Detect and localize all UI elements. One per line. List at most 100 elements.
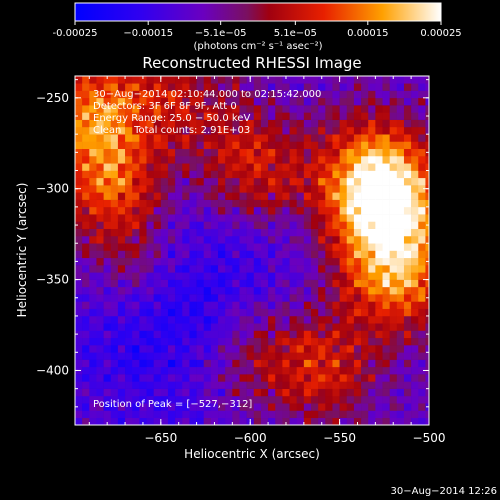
heatmap-cell bbox=[375, 76, 383, 84]
heatmap-cell bbox=[268, 119, 276, 128]
heatmap-cell bbox=[253, 148, 262, 157]
heatmap-cell bbox=[311, 337, 319, 346]
heatmap-cell bbox=[375, 286, 383, 295]
heatmap-cell bbox=[318, 76, 326, 84]
heatmap-cell bbox=[303, 381, 312, 389]
heatmap-cell bbox=[339, 206, 348, 215]
heatmap-cell bbox=[425, 126, 429, 135]
heatmap-cell bbox=[253, 403, 262, 411]
heatmap-cell bbox=[82, 272, 90, 280]
heatmap-cell bbox=[253, 294, 262, 302]
heatmap-cell bbox=[382, 286, 390, 295]
heatmap-cell bbox=[96, 126, 104, 135]
heatmap-cell bbox=[325, 177, 333, 186]
heatmap-cell bbox=[289, 337, 297, 346]
heatmap-cell bbox=[210, 228, 219, 237]
heatmap-cell bbox=[125, 417, 133, 425]
heatmap-cell bbox=[282, 410, 290, 419]
heatmap-cell bbox=[239, 250, 247, 259]
heatmap-cell bbox=[268, 315, 276, 324]
heatmap-cell bbox=[232, 301, 240, 309]
heatmap-cell bbox=[225, 330, 233, 339]
heatmap-cell bbox=[153, 141, 162, 150]
heatmap-cell bbox=[368, 301, 376, 309]
heatmap-cell bbox=[361, 134, 369, 142]
heatmap-cell bbox=[189, 403, 197, 411]
heatmap-cell bbox=[175, 141, 183, 150]
heatmap-cell bbox=[389, 323, 398, 331]
heatmap-cell bbox=[203, 345, 212, 353]
heatmap-cell bbox=[75, 265, 83, 273]
heatmap-cell bbox=[96, 403, 104, 411]
heatmap-cell bbox=[89, 97, 97, 106]
heatmap-cell bbox=[382, 279, 390, 288]
heatmap-cell bbox=[232, 228, 240, 237]
heatmap-cell bbox=[132, 337, 140, 346]
heatmap-cell bbox=[303, 315, 312, 324]
heatmap-cell bbox=[132, 279, 140, 288]
heatmap-cell bbox=[375, 206, 383, 215]
heatmap-cell bbox=[160, 97, 169, 106]
heatmap-cell bbox=[396, 155, 405, 164]
annotation-peak: Position of Peak = [−527,−312] bbox=[93, 399, 252, 410]
heatmap-cell bbox=[203, 192, 212, 200]
heatmap-cell bbox=[268, 395, 276, 404]
heatmap-cell bbox=[239, 83, 247, 91]
heatmap-cell bbox=[153, 294, 162, 302]
heatmap-cell bbox=[275, 257, 283, 266]
heatmap-cell bbox=[318, 83, 326, 91]
heatmap-cell bbox=[175, 177, 183, 186]
heatmap-cell bbox=[282, 352, 290, 360]
heatmap-cell bbox=[353, 134, 362, 142]
heatmap-cell bbox=[96, 301, 104, 309]
heatmap-cell bbox=[182, 308, 190, 317]
heatmap-cell bbox=[246, 265, 255, 273]
heatmap-cell bbox=[268, 330, 276, 339]
heatmap-cell bbox=[353, 185, 362, 193]
heatmap-cell bbox=[418, 286, 426, 295]
heatmap-cell bbox=[396, 359, 405, 368]
heatmap-cell bbox=[318, 148, 326, 157]
heatmap-cell bbox=[382, 257, 390, 266]
heatmap-cell bbox=[146, 206, 154, 215]
heatmap-cell bbox=[303, 323, 312, 331]
heatmap-cell bbox=[175, 134, 183, 142]
heatmap-cell bbox=[318, 243, 326, 251]
heatmap-cell bbox=[175, 286, 183, 295]
heatmap-cell bbox=[110, 163, 119, 171]
heatmap-cell bbox=[239, 272, 247, 280]
heatmap-cell bbox=[275, 105, 283, 113]
heatmap-cell bbox=[75, 374, 83, 382]
heatmap-cell bbox=[117, 177, 126, 186]
heatmap-cell bbox=[353, 112, 362, 120]
heatmap-cell bbox=[389, 126, 398, 135]
heatmap-cell bbox=[175, 228, 183, 237]
heatmap-cell bbox=[289, 250, 297, 259]
heatmap-cell bbox=[132, 112, 140, 120]
heatmap-cell bbox=[339, 243, 348, 251]
heatmap-cell bbox=[153, 417, 162, 425]
heatmap-cell bbox=[218, 345, 226, 353]
heatmap-cell bbox=[246, 410, 255, 419]
heatmap-cell bbox=[75, 192, 83, 200]
heatmap-cell bbox=[132, 126, 140, 135]
heatmap-cell bbox=[75, 221, 83, 229]
heatmap-cell bbox=[139, 148, 147, 157]
heatmap-cell bbox=[103, 112, 112, 120]
heatmap-cell bbox=[146, 192, 154, 200]
heatmap-cell bbox=[396, 185, 405, 193]
heatmap-cell bbox=[389, 177, 398, 186]
heatmap-cell bbox=[225, 126, 233, 135]
heatmap-cell bbox=[275, 199, 283, 208]
heatmap-cell bbox=[218, 141, 226, 150]
heatmap-cell bbox=[418, 163, 426, 171]
heatmap-cell bbox=[225, 359, 233, 368]
heatmap-cell bbox=[146, 228, 154, 237]
heatmap-cell bbox=[218, 97, 226, 106]
heatmap-cell bbox=[82, 403, 90, 411]
heatmap-cell bbox=[396, 381, 405, 389]
heatmap-cell bbox=[368, 395, 376, 404]
heatmap-cell bbox=[296, 192, 305, 200]
heatmap-cell bbox=[361, 221, 369, 229]
heatmap-cell bbox=[332, 170, 340, 179]
